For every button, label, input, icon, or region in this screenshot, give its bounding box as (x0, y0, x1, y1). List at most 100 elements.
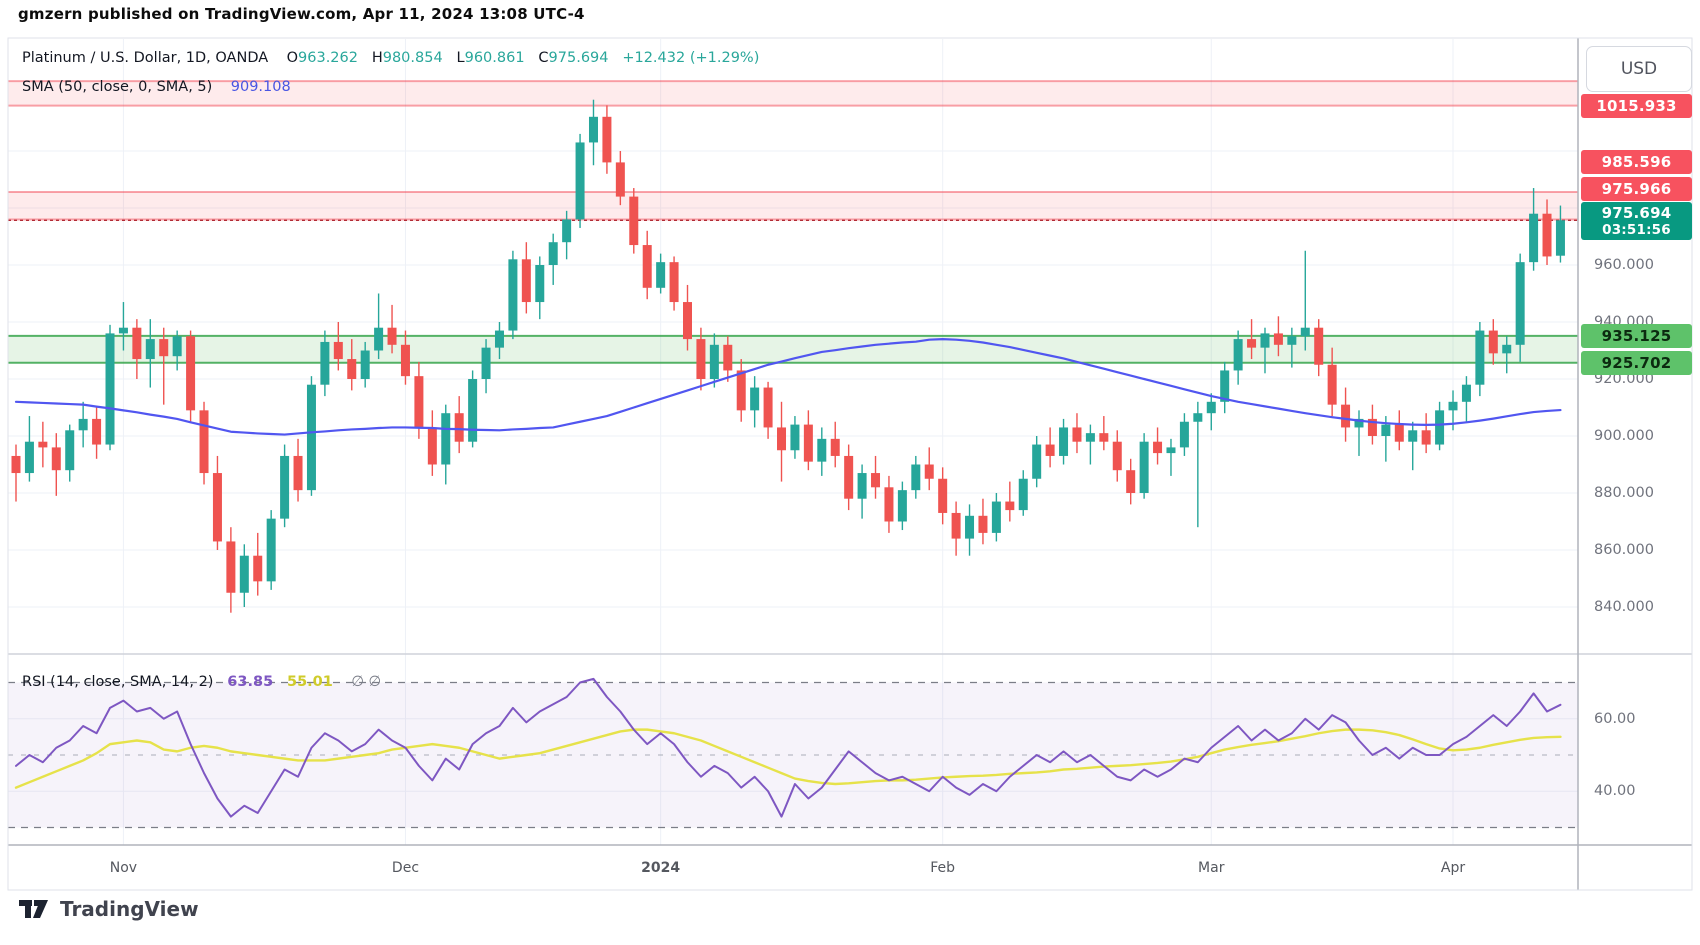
rsi-label: RSI (14, close, SMA, 14, 2) (22, 674, 214, 690)
candle-body (1099, 433, 1109, 442)
last-price-badge: 975.694 03:51:56 (1581, 202, 1692, 241)
candle-body (615, 162, 625, 197)
candle-body (320, 341, 330, 385)
candle-body (118, 327, 128, 334)
time-axis-label: Dec (391, 860, 420, 876)
change-value: +12.432 (+1.29%) (622, 50, 760, 66)
candle-body (172, 336, 182, 357)
symbol-legend-row: Platinum / U.S. Dollar, 1D, OANDA O963.2… (22, 50, 759, 66)
candle-body (1461, 384, 1471, 402)
currency-label: USD (1620, 59, 1658, 79)
candle-body (1555, 220, 1565, 256)
candle-body (38, 441, 48, 448)
candle-body (414, 376, 424, 428)
time-axis-label: 2024 (641, 860, 681, 876)
rsi-axis-label: 60.00 (1594, 710, 1636, 727)
rsi-line (15, 677, 1562, 818)
candle-body (1153, 441, 1163, 454)
candle-body (1475, 330, 1485, 385)
candle-body (132, 327, 142, 360)
rsi-ma-value: 55.01 (287, 674, 333, 690)
price-level-badge: 975.966 (1581, 176, 1692, 201)
candle-body (1502, 344, 1512, 354)
candle-body (1126, 470, 1136, 493)
candle-body (1435, 410, 1445, 445)
time-axis-label: Nov (109, 860, 138, 876)
candle-body (629, 196, 639, 246)
price-axis-label: 840.000 (1594, 599, 1654, 615)
candle-body (145, 339, 155, 360)
countdown-timer: 03:51:56 (1602, 222, 1671, 239)
candle-body (253, 555, 263, 582)
candle-body (333, 341, 343, 360)
candle-body (911, 464, 921, 491)
candle-body (92, 418, 102, 445)
candle-body (1394, 424, 1404, 442)
ohlc-high-label: H (371, 50, 383, 66)
time-axis-label: Apr (1440, 860, 1466, 876)
candle-body (199, 410, 209, 474)
price-axis-label: 920.000 (1594, 371, 1654, 387)
candle-body (1193, 413, 1203, 422)
candle-body (508, 259, 518, 331)
candle-body (1488, 330, 1498, 354)
candle-body (1018, 478, 1028, 511)
candle-body (548, 242, 558, 265)
candle-body (1381, 424, 1391, 436)
currency-button[interactable]: USD (1586, 46, 1692, 92)
candle-body (562, 219, 572, 243)
candle-body (1515, 262, 1525, 345)
candle-body (1166, 447, 1176, 454)
price-level-badge: 1015.933 (1581, 93, 1692, 118)
candle-body (1448, 401, 1458, 411)
candle-body (468, 379, 478, 442)
chart-container-border (7, 37, 1693, 891)
candle-body (777, 427, 787, 451)
tradingview-logo-icon (19, 900, 48, 918)
candle-body (11, 455, 21, 474)
time-axis-label: Feb (930, 860, 956, 876)
candle-body (817, 438, 827, 462)
candle-body (978, 515, 988, 533)
candle-body (400, 344, 410, 377)
resistance-zone (8, 81, 1578, 106)
candle-body (1354, 418, 1364, 428)
candle-body (750, 387, 760, 411)
candle-body (374, 327, 384, 351)
rsi-legend-row: RSI (14, close, SMA, 14, 2) 63.85 55.01 … (22, 674, 381, 690)
rsi-empty-toggles[interactable]: ∅ ∅ (351, 674, 382, 690)
rsi-sma-line (14, 728, 1562, 789)
resistance-zone (8, 192, 1578, 220)
candle-body (306, 384, 316, 491)
tradingview-brand: TradingView (18, 897, 199, 921)
candle-body (669, 262, 679, 303)
candle-body (871, 473, 881, 488)
candle-body (696, 339, 706, 379)
ohlc-close-label: C (538, 50, 549, 66)
candle-body (293, 455, 303, 491)
candle-body (588, 116, 598, 143)
candle-body (481, 347, 491, 379)
candle-body (186, 336, 196, 411)
candle-body (1260, 333, 1270, 348)
sma-value: 909.108 (230, 79, 291, 95)
candle-body (1139, 441, 1149, 493)
candle-body (1112, 441, 1122, 471)
candle-body (360, 350, 370, 379)
rsi-value: 63.85 (227, 674, 274, 690)
candle-body (991, 501, 1001, 533)
candle-body (736, 370, 746, 411)
candle-body (226, 541, 236, 593)
sma-label: SMA (50, close, 0, SMA, 5) (22, 79, 213, 95)
candle-body (521, 259, 531, 303)
candle-body (1300, 327, 1310, 337)
price-level-badge: 925.702 (1581, 350, 1692, 375)
symbol-title: Platinum / U.S. Dollar, 1D, OANDA (22, 50, 269, 66)
candle-body (387, 327, 397, 345)
candle-body (1005, 501, 1015, 511)
ohlc-high-value: 980.854 (382, 50, 443, 66)
candle-body (78, 418, 88, 431)
candle-body (1314, 327, 1324, 365)
